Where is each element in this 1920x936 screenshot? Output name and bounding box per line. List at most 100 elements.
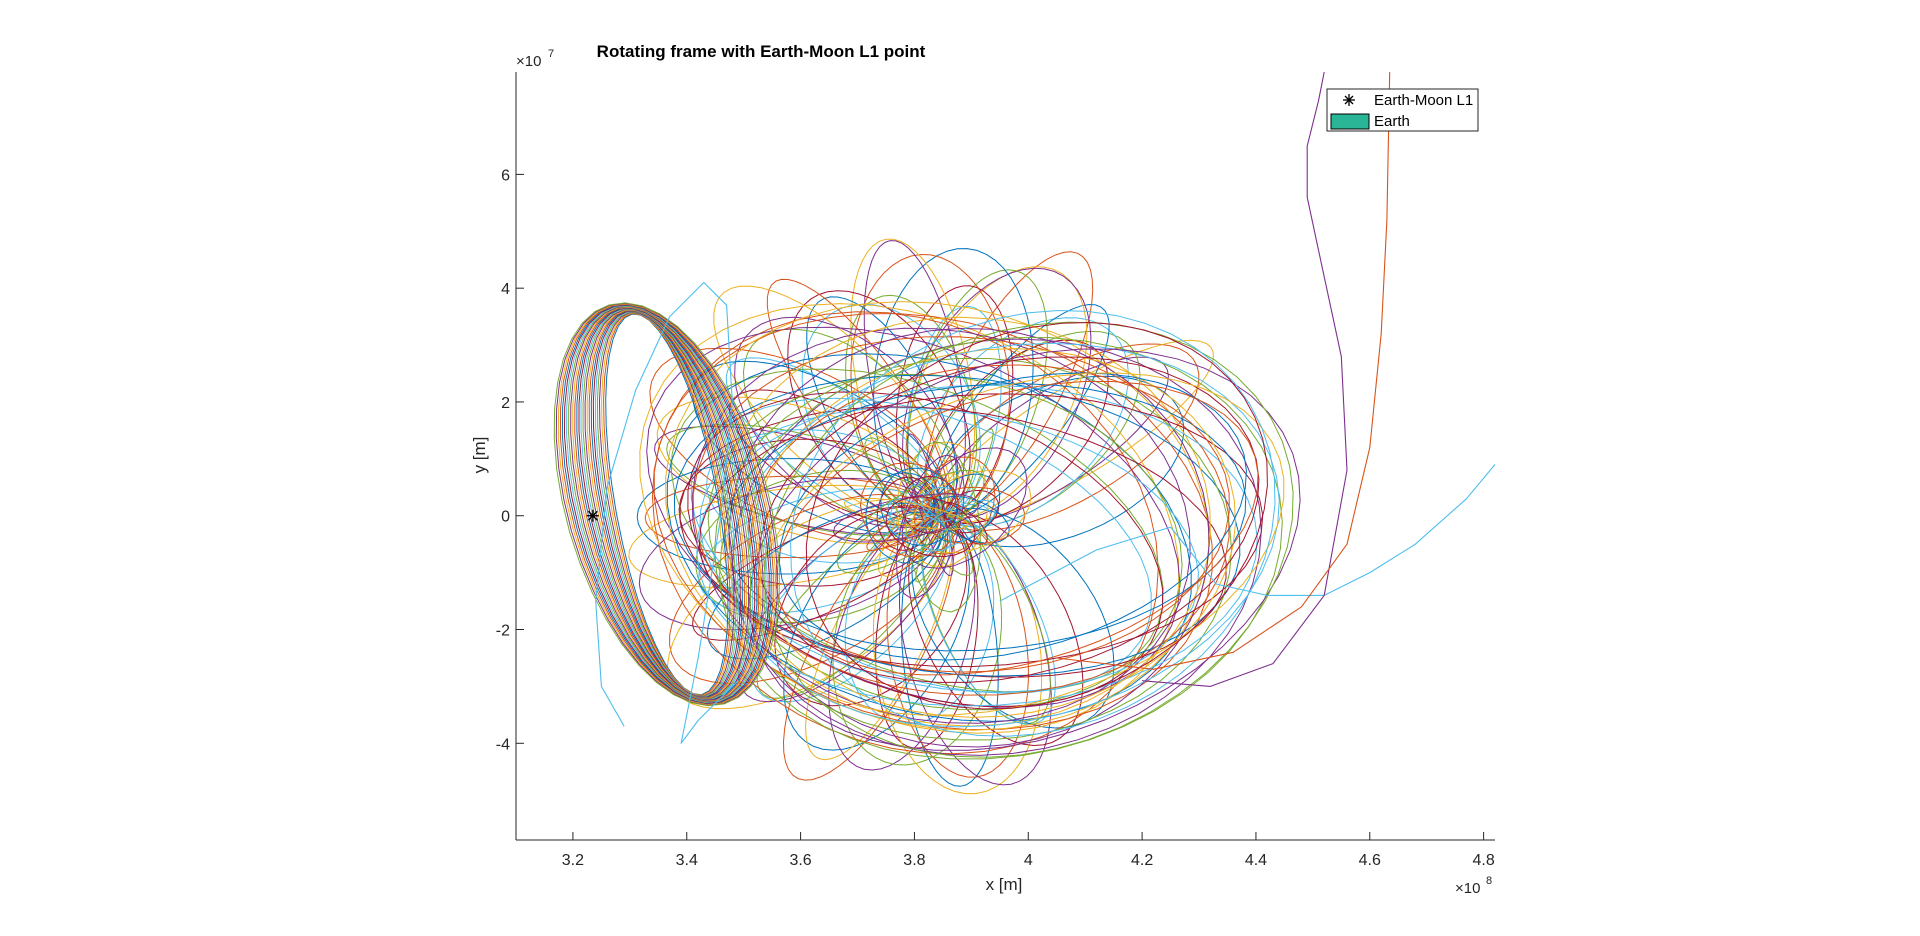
orbit-trace — [911, 507, 1115, 729]
orbit-trace — [692, 336, 1230, 696]
y-exponent-base: ×10 — [516, 53, 541, 70]
orbit-trace — [912, 499, 997, 552]
orbit-trace — [895, 454, 965, 599]
orbit-trace — [805, 514, 953, 761]
orbit-trace — [887, 498, 952, 552]
orbit-trace — [832, 514, 1003, 766]
orbit-trace — [774, 506, 968, 707]
orbit-traces — [553, 238, 1301, 795]
y-axis-label: y [m] — [470, 437, 489, 474]
orbit-trace — [863, 240, 966, 517]
orbit-trace — [707, 373, 1183, 711]
orbit-trace — [895, 285, 1014, 517]
series-line — [1142, 72, 1348, 687]
legend-item-l1: Earth-Moon L1 — [1374, 92, 1473, 109]
orbit-trace — [921, 514, 1051, 725]
orbit-trace — [790, 309, 1276, 737]
orbit-trace — [644, 475, 940, 559]
orbit-trace — [843, 497, 968, 530]
orbit-trace — [880, 467, 958, 547]
orbit-trace — [656, 396, 942, 545]
orbit-trace — [670, 368, 1164, 693]
orbit-trace — [553, 302, 780, 707]
orbit-trace — [885, 496, 976, 558]
orbit-trace — [904, 441, 981, 613]
orbit-trace — [901, 447, 1028, 569]
marker-layer — [586, 509, 599, 522]
x-exponent-base: ×10 — [1455, 880, 1480, 897]
x-axis-label: x [m] — [986, 875, 1023, 894]
orbit-trace — [713, 285, 951, 523]
x-tick-label: 3.2 — [562, 852, 584, 869]
legend-item-earth: Earth — [1374, 113, 1410, 130]
orbit-trace — [936, 339, 1214, 524]
legend-earth-swatch-icon — [1330, 113, 1370, 130]
y-tick-label: 4 — [501, 281, 510, 298]
l1-point-marker — [586, 509, 599, 522]
orbit-trace — [922, 486, 1026, 545]
y-tick-label: 6 — [501, 167, 510, 184]
x-tick-label: 3.4 — [676, 852, 698, 869]
orbit-trace — [828, 514, 976, 771]
plot-area — [553, 72, 1495, 795]
series-line — [1056, 72, 1391, 670]
orbit-trace — [850, 238, 976, 517]
orbit-trace — [930, 303, 1110, 519]
orbit-trace — [898, 514, 1052, 786]
series-layer — [595, 72, 1495, 744]
orbit-trace — [679, 406, 1227, 678]
y-exponent: ×10 7 — [516, 48, 554, 70]
series-line — [999, 464, 1495, 602]
y-tick-label: -2 — [496, 623, 510, 640]
orbit-trace — [628, 484, 940, 589]
orbit-trace — [734, 316, 959, 529]
x-tick-label: 4.8 — [1472, 852, 1494, 869]
x-tick-label: 3.6 — [789, 852, 811, 869]
legend: Earth-Moon L1 Earth — [1326, 88, 1479, 132]
orbit-trace — [783, 511, 970, 751]
orbit-trace — [714, 358, 1232, 741]
orbit-trace — [559, 303, 774, 705]
orbit-trace — [905, 266, 1088, 519]
y-exponent-power: 7 — [548, 48, 554, 60]
orbit-trace — [889, 483, 932, 537]
orbit-trace — [666, 423, 941, 537]
chart-title: Rotating frame with Earth-Moon L1 point — [597, 42, 926, 61]
orbit-trace — [782, 513, 955, 781]
orbit-trace — [638, 477, 942, 631]
orbit-trace — [916, 317, 1129, 527]
orbit-trace — [678, 438, 940, 587]
orbit-trace — [805, 321, 1268, 710]
y-tick-label: 2 — [501, 395, 510, 412]
x-exponent: ×10 8 — [1455, 875, 1492, 897]
orbit-trace — [719, 337, 1283, 760]
orbit-trace — [908, 512, 1084, 747]
orbit-trace — [933, 343, 1200, 531]
x-exponent-power: 8 — [1486, 875, 1492, 887]
orbit-trace — [923, 251, 1094, 518]
x-tick-label: 4 — [1024, 852, 1033, 869]
orbit-trace — [836, 469, 985, 575]
orbit-trace — [911, 469, 1032, 554]
orbit-trace — [787, 290, 971, 521]
orbit-trace — [832, 493, 980, 543]
orbit-trace — [902, 267, 1092, 520]
y-tick-label: -4 — [496, 736, 510, 753]
orbit-trace — [639, 303, 1180, 734]
orbit-trace — [725, 357, 945, 524]
y-tick-label: 0 — [501, 509, 510, 526]
orbit-trace — [732, 338, 1262, 756]
orbit-trace — [933, 375, 1185, 548]
orbit-trace — [696, 384, 1258, 707]
orbit-trace — [859, 462, 961, 558]
orbit-trace — [758, 356, 1260, 683]
axes-frame — [515, 72, 1495, 841]
x-tick-label: 4.2 — [1131, 852, 1153, 869]
x-tick-label: 4.4 — [1245, 852, 1267, 869]
orbit-trace — [920, 513, 1056, 725]
orbit-trace — [900, 515, 999, 787]
orbit-trace — [695, 469, 942, 624]
x-tick-label: 4.6 — [1359, 852, 1381, 869]
orbit-trace — [748, 364, 1230, 673]
orbit-trace — [730, 342, 1280, 728]
